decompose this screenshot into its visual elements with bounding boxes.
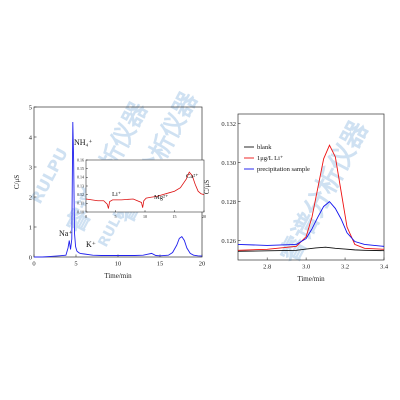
left-y-tick-label: 4 <box>29 134 33 141</box>
left-x-axis-label: Time/min <box>104 272 132 280</box>
inset-x-tick-label: 10 <box>143 214 147 219</box>
left-series-line <box>34 121 203 258</box>
inset-x-tick-label: 15 <box>173 214 177 219</box>
left-inset-chart: 0.10 0.11 0.12 0.13 0.14 0.15 0.16 0 5 10 15 20 Li… <box>77 157 206 219</box>
right-x-tick-label: 3.4 <box>380 264 389 271</box>
annotation-li: Li⁺ <box>112 191 121 198</box>
right-x-tick-label: 3.2 <box>341 264 349 271</box>
left-y-tick-label: 0 <box>29 254 32 261</box>
right-series-lines <box>237 144 385 252</box>
left-y-tick-label: 3 <box>29 164 32 171</box>
right-y-tick-label: 0.130 <box>221 160 236 167</box>
inset-y-tick-label: 0.14 <box>77 175 84 180</box>
right-y-tick-label: 0.132 <box>221 121 236 128</box>
watermark-chinese-3: 睿谱分析仪器 <box>274 115 375 268</box>
right-y-axis-label: C/μS <box>203 180 211 194</box>
right-series-line-0 <box>237 246 385 252</box>
right-x-tick-label: 3.0 <box>302 264 310 271</box>
right-y-tick-label: 0.128 <box>221 199 236 206</box>
right-chart: 0.126 0.128 0.130 0.132 2.8 3.0 3.2 3.4 C/μS T… <box>203 113 389 283</box>
inset-y-tick-label: 0.12 <box>77 192 84 197</box>
inset-y-tick-label: 0.11 <box>77 201 84 206</box>
left-x-tick-label: 10 <box>115 261 122 268</box>
inset-x-tick-label: 5 <box>115 214 117 219</box>
inset-y-ticks: 0.10 0.11 0.12 0.13 0.14 0.15 0.16 <box>77 157 88 214</box>
legend-label-precipitation: precipitation sample <box>257 166 310 173</box>
inset-x-tick-label: 20 <box>202 214 206 219</box>
annotation-mg: Mg²⁺ <box>154 194 168 201</box>
watermark-latin: RULPU <box>27 145 72 207</box>
inset-series-line <box>85 171 205 209</box>
right-x-tick-label: 2.8 <box>263 264 271 271</box>
inset-y-tick-label: 0.10 <box>77 209 84 214</box>
right-legend: blank 1μg/L Li⁺ precipitation sample <box>244 144 310 173</box>
right-y-ticks: 0.126 0.128 0.130 0.132 <box>221 121 241 245</box>
inset-plot-frame <box>85 159 205 213</box>
left-y-tick-label: 5 <box>29 104 32 111</box>
inset-y-tick-label: 0.15 <box>77 166 84 171</box>
right-series-line-2 <box>237 200 385 247</box>
right-plot-frame <box>237 113 385 261</box>
right-x-axis-label: Time/min <box>297 275 325 283</box>
inset-y-tick-label: 0.13 <box>77 183 84 188</box>
left-x-tick-label: 0 <box>32 261 35 268</box>
left-x-tick-label: 20 <box>199 261 206 268</box>
right-series-line-1 <box>237 144 385 251</box>
legend-label-li: 1μg/L Li⁺ <box>257 155 283 162</box>
inset-x-ticks: 0 5 10 15 20 <box>85 210 206 219</box>
annotation-nh4: NH₄⁺ <box>74 138 93 147</box>
left-y-tick-label: 2 <box>29 194 32 201</box>
legend-label-blank: blank <box>257 144 272 151</box>
left-y-axis-label: C/μS <box>13 175 21 189</box>
left-x-ticks: 0 5 10 15 20 <box>32 254 206 268</box>
right-x-ticks: 2.8 3.0 3.2 3.4 <box>263 257 389 271</box>
annotation-na: Na⁺ <box>59 229 73 238</box>
left-y-tick-label: 1 <box>29 224 32 231</box>
right-y-tick-label: 0.126 <box>221 238 236 245</box>
left-x-tick-label: 5 <box>74 261 77 268</box>
inset-x-tick-label: 0 <box>85 214 87 219</box>
inset-y-tick-label: 0.16 <box>77 157 84 162</box>
annotation-ca: Ca²⁺ <box>186 173 199 180</box>
left-chart: 0 1 2 3 4 5 0 5 10 15 20 C/μS Time/min Na⁺ NH₄⁺ K… <box>13 104 206 280</box>
annotation-k: K⁺ <box>86 240 96 249</box>
left-x-tick-label: 15 <box>157 261 164 268</box>
